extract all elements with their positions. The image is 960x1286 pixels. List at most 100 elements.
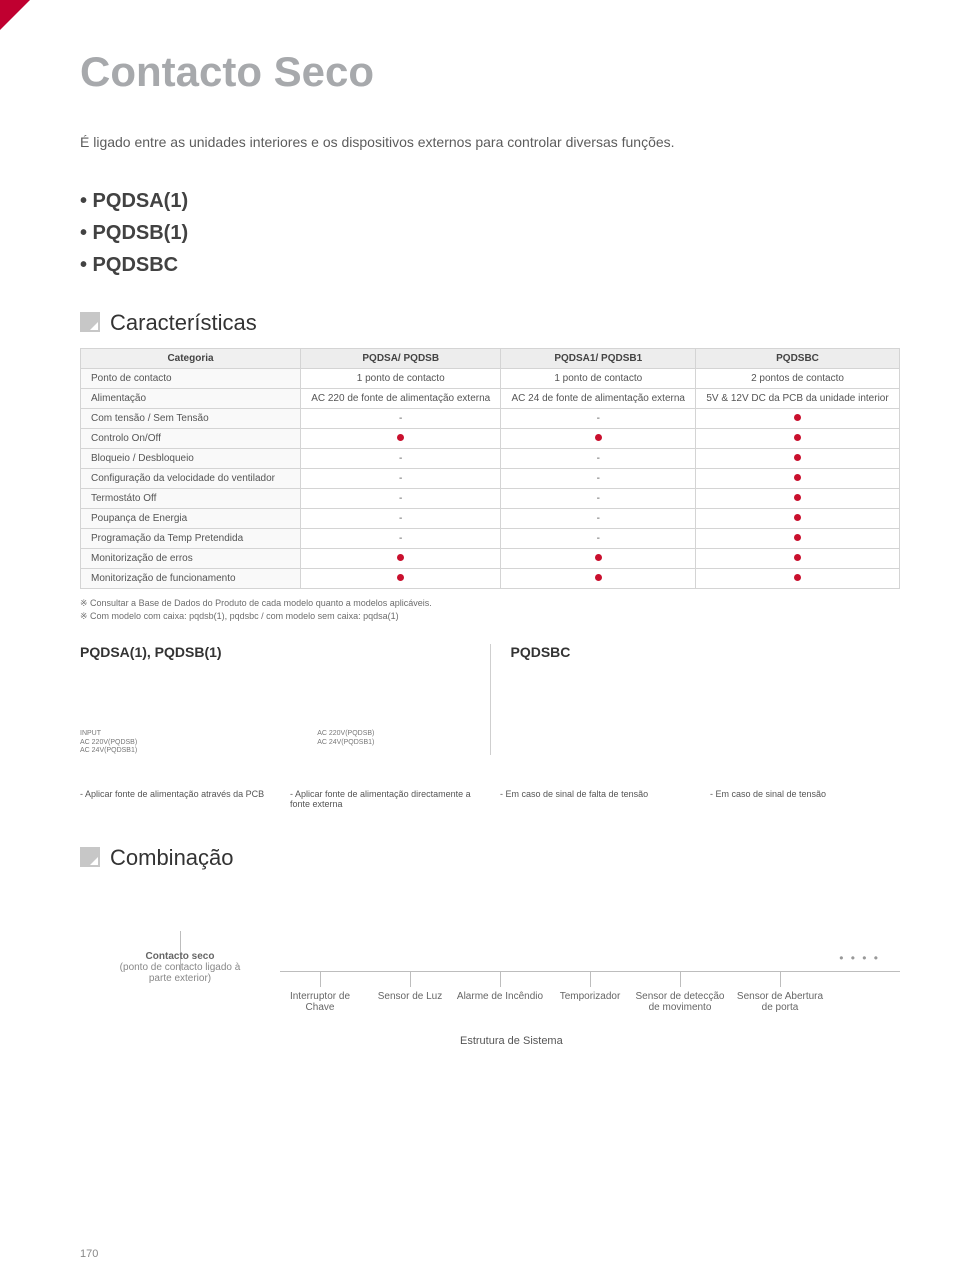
table-row: Monitorização de funcionamento — [81, 569, 900, 589]
feature-dot-icon — [397, 574, 404, 581]
diagram-stub — [780, 971, 781, 987]
row-label: Ponto de contacto — [81, 369, 301, 389]
diagram-stub — [500, 971, 501, 987]
row-label: Poupança de Energia — [81, 509, 301, 529]
col-header: PQDSBC — [696, 349, 900, 369]
right-col-title: PQDSBC — [511, 644, 901, 660]
col-header: PQDSA1/ PQDSB1 — [501, 349, 696, 369]
table-cell: AC 24 de fonte de alimentação externa — [501, 389, 696, 409]
table-cell: AC 220 de fonte de alimentação externa — [301, 389, 501, 409]
feature-dot-icon — [595, 434, 602, 441]
table-row: Configuração da velocidade do ventilador… — [81, 469, 900, 489]
table-cell: - — [301, 509, 501, 529]
table-row: Com tensão / Sem Tensão-- — [81, 409, 900, 429]
caption-row: - Aplicar fonte de alimentação através d… — [80, 789, 900, 809]
table-cell: - — [301, 489, 501, 509]
bullet-item: • PQDSB(1) — [80, 218, 900, 248]
table-cell — [696, 569, 900, 589]
table-row: Termostáto Off-- — [81, 489, 900, 509]
tiny-spec-block: INPUT AC 220V(PQDSB) AC 24V(PQDSB1) AC 2… — [80, 730, 470, 755]
table-cell — [301, 569, 501, 589]
two-columns: PQDSA(1), PQDSB(1) INPUT AC 220V(PQDSB) … — [80, 644, 900, 755]
feature-dot-icon — [794, 474, 801, 481]
table-cell: 1 ponto de contacto — [501, 369, 696, 389]
section-header-combination: Combinação — [80, 845, 900, 871]
table-row: AlimentaçãoAC 220 de fonte de alimentaçã… — [81, 389, 900, 409]
page-title: Contacto Seco — [80, 48, 900, 96]
features-table: Categoria PQDSA/ PQDSB PQDSA1/ PQDSB1 PQ… — [80, 348, 900, 589]
table-cell — [696, 429, 900, 449]
feature-dot-icon — [794, 574, 801, 581]
feature-dot-icon — [794, 534, 801, 541]
row-label: Alimentação — [81, 389, 301, 409]
right-column: PQDSBC — [491, 644, 901, 755]
feature-dot-icon — [794, 414, 801, 421]
feature-dot-icon — [397, 434, 404, 441]
combo-item: Sensor de Luz — [365, 991, 455, 1002]
section-label: Combinação — [110, 845, 234, 871]
table-cell — [696, 449, 900, 469]
feature-dot-icon — [794, 494, 801, 501]
row-label: Monitorização de erros — [81, 549, 301, 569]
feature-dot-icon — [595, 554, 602, 561]
section-header-features: Características — [80, 310, 900, 336]
note-line: ※ Consultar a Base de Dados do Produto d… — [80, 597, 900, 610]
combination-section: Combinação • • • • Contacto seco (ponto … — [80, 845, 900, 1071]
caption: - Em caso de sinal de falta de tensão — [500, 789, 690, 809]
section-icon — [80, 847, 100, 867]
table-cell: - — [301, 469, 501, 489]
table-row: Programação da Temp Pretendida-- — [81, 529, 900, 549]
combo-item: Sensor de detecção de movimento — [635, 991, 725, 1013]
combo-item: Temporizador — [545, 991, 635, 1002]
table-cell — [696, 509, 900, 529]
table-cell — [501, 569, 696, 589]
combination-diagram: • • • • Contacto seco (ponto de contacto… — [80, 911, 900, 1071]
caption: - Aplicar fonte de alimentação através d… — [80, 789, 270, 809]
bullet-item: • PQDSA(1) — [80, 186, 900, 216]
table-cell — [301, 549, 501, 569]
combo-item: Sensor de Abertura de porta — [735, 991, 825, 1013]
row-label: Termostáto Off — [81, 489, 301, 509]
tiny-spec: AC 220V(PQDSB) AC 24V(PQDSB1) — [317, 730, 374, 755]
table-cell: - — [301, 529, 501, 549]
section-label: Características — [110, 310, 257, 336]
contact-subtitle: (ponto de contacto ligado à parte exteri… — [120, 962, 241, 984]
combo-item: Interruptor de Chave — [275, 991, 365, 1013]
table-row: Bloqueio / Desbloqueio-- — [81, 449, 900, 469]
col-header: PQDSA/ PQDSB — [301, 349, 501, 369]
section-icon — [80, 312, 100, 332]
table-cell: - — [301, 409, 501, 429]
table-row: Controlo On/Off — [81, 429, 900, 449]
diagram-stub — [320, 971, 321, 987]
caption: - Em caso de sinal de tensão — [710, 789, 900, 809]
table-notes: ※ Consultar a Base de Dados do Produto d… — [80, 597, 900, 622]
page-number: 170 — [80, 1248, 98, 1260]
col-header: Categoria — [81, 349, 301, 369]
row-label: Controlo On/Off — [81, 429, 301, 449]
table-cell: - — [501, 529, 696, 549]
table-cell — [696, 469, 900, 489]
table-cell: - — [501, 469, 696, 489]
note-line: ※ Com modelo com caixa: pqdsb(1), pqdsbc… — [80, 610, 900, 623]
table-row: Monitorização de erros — [81, 549, 900, 569]
diagram-stub — [680, 971, 681, 987]
table-row: Poupança de Energia-- — [81, 509, 900, 529]
table-header-row: Categoria PQDSA/ PQDSB PQDSA1/ PQDSB1 PQ… — [81, 349, 900, 369]
table-cell: - — [301, 449, 501, 469]
tiny-spec: INPUT AC 220V(PQDSB) AC 24V(PQDSB1) — [80, 730, 137, 755]
table-cell — [501, 549, 696, 569]
table-cell: - — [501, 449, 696, 469]
row-label: Bloqueio / Desbloqueio — [81, 449, 301, 469]
feature-dot-icon — [595, 574, 602, 581]
left-column: PQDSA(1), PQDSB(1) INPUT AC 220V(PQDSB) … — [80, 644, 491, 755]
ellipsis-icon: • • • • — [839, 951, 880, 965]
table-cell — [301, 429, 501, 449]
corner-accent — [0, 0, 30, 30]
table-cell — [501, 429, 696, 449]
table-cell: 2 pontos de contacto — [696, 369, 900, 389]
table-cell: 5V & 12V DC da PCB da unidade interior — [696, 389, 900, 409]
table-cell: 1 ponto de contacto — [301, 369, 501, 389]
row-label: Programação da Temp Pretendida — [81, 529, 301, 549]
row-label: Configuração da velocidade do ventilador — [81, 469, 301, 489]
feature-dot-icon — [794, 554, 801, 561]
